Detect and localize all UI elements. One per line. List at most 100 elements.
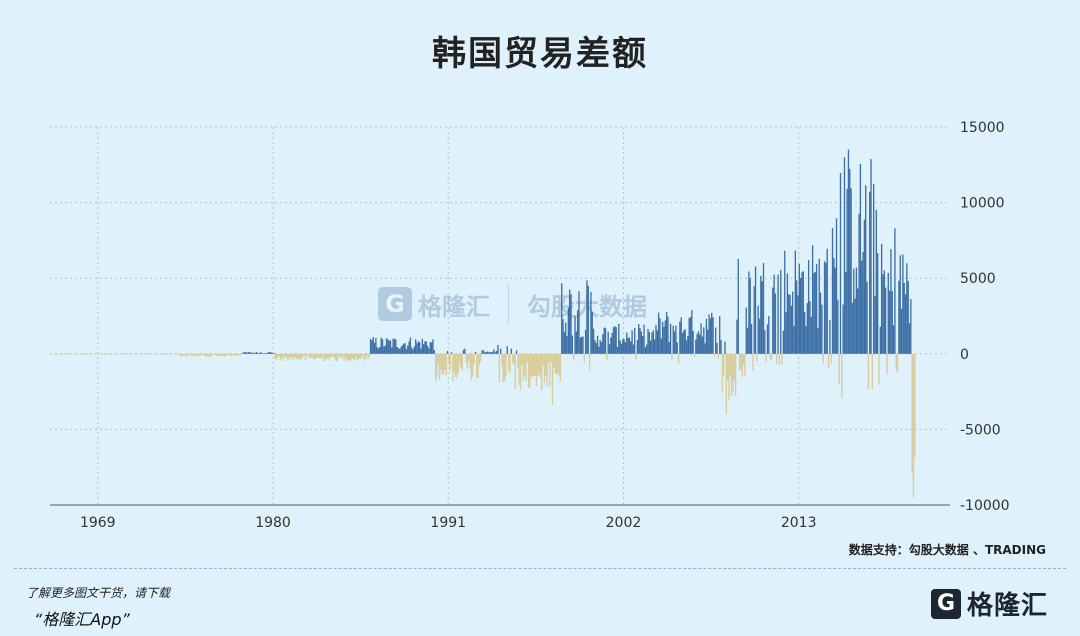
bar xyxy=(368,353,370,358)
bar xyxy=(361,353,364,356)
bar xyxy=(429,342,431,354)
bar xyxy=(823,261,826,354)
bar xyxy=(639,328,641,354)
bar xyxy=(553,353,555,369)
bar xyxy=(713,353,716,357)
bar xyxy=(99,353,101,355)
bar xyxy=(892,325,895,354)
bar xyxy=(202,353,204,356)
bar xyxy=(316,353,319,358)
bar xyxy=(693,353,696,357)
bar xyxy=(247,352,250,354)
bar xyxy=(296,353,299,360)
bar xyxy=(904,294,907,354)
bar xyxy=(266,353,268,354)
bar xyxy=(822,353,824,364)
bar xyxy=(635,353,637,360)
bar xyxy=(280,353,283,358)
bar xyxy=(623,339,625,354)
bar xyxy=(580,336,583,354)
bar xyxy=(75,353,77,355)
bar xyxy=(673,331,676,354)
bar xyxy=(570,294,572,354)
bar xyxy=(555,353,558,375)
bar xyxy=(121,353,124,355)
bar xyxy=(149,353,151,355)
bar xyxy=(912,353,915,498)
bar xyxy=(562,319,564,354)
bar xyxy=(700,323,702,354)
bar xyxy=(803,312,806,354)
bar xyxy=(437,353,439,364)
x-tick-label: 1991 xyxy=(430,515,466,531)
bar xyxy=(470,353,473,381)
bar xyxy=(180,353,182,357)
bar xyxy=(182,353,185,356)
bar xyxy=(709,318,712,354)
bar xyxy=(157,353,159,355)
bar xyxy=(346,353,348,362)
bar xyxy=(561,283,563,354)
bar xyxy=(484,352,486,354)
bar xyxy=(286,353,288,359)
bar xyxy=(52,353,54,355)
bar xyxy=(452,353,454,381)
bar xyxy=(137,353,139,355)
bar xyxy=(891,291,893,354)
bar xyxy=(178,353,181,356)
bar xyxy=(306,353,308,356)
bar xyxy=(644,347,647,354)
bar xyxy=(413,346,416,354)
bar xyxy=(299,353,301,360)
bar xyxy=(405,349,408,354)
bar xyxy=(67,353,69,355)
bar xyxy=(683,330,685,354)
bar xyxy=(381,339,384,354)
bar xyxy=(420,348,422,354)
bar xyxy=(253,352,255,354)
x-tick-label: 2002 xyxy=(606,515,642,531)
bar xyxy=(826,248,828,354)
bar xyxy=(76,353,78,355)
bar xyxy=(732,353,734,391)
bar xyxy=(89,353,92,355)
bar xyxy=(587,285,589,354)
bar xyxy=(898,280,900,354)
bar xyxy=(592,328,595,354)
bar xyxy=(425,341,427,354)
bar xyxy=(438,353,441,380)
bar xyxy=(65,353,68,355)
bar xyxy=(537,353,539,377)
bar xyxy=(275,353,277,361)
bar xyxy=(699,334,701,354)
bar xyxy=(821,304,823,354)
bar xyxy=(525,353,527,381)
bar xyxy=(681,332,684,354)
bar xyxy=(287,353,289,362)
bar xyxy=(616,346,619,354)
bar xyxy=(724,341,726,354)
bar xyxy=(350,353,352,361)
bar xyxy=(177,353,179,355)
bar xyxy=(218,353,220,357)
bar xyxy=(571,335,574,354)
x-tick-label: 2013 xyxy=(781,515,817,531)
bar xyxy=(128,353,130,355)
bar xyxy=(726,353,729,380)
bar xyxy=(847,149,850,354)
bar xyxy=(497,345,499,354)
bar xyxy=(604,327,607,354)
bar xyxy=(170,353,173,355)
bar xyxy=(265,353,267,354)
bar xyxy=(740,353,742,370)
bar xyxy=(415,339,417,354)
bar xyxy=(226,353,228,355)
bar xyxy=(887,272,889,354)
bar xyxy=(79,353,81,355)
bar xyxy=(181,353,183,357)
bar xyxy=(612,327,615,354)
bar xyxy=(672,325,674,354)
bar xyxy=(522,353,524,381)
bar xyxy=(104,353,106,355)
bar xyxy=(480,353,482,362)
